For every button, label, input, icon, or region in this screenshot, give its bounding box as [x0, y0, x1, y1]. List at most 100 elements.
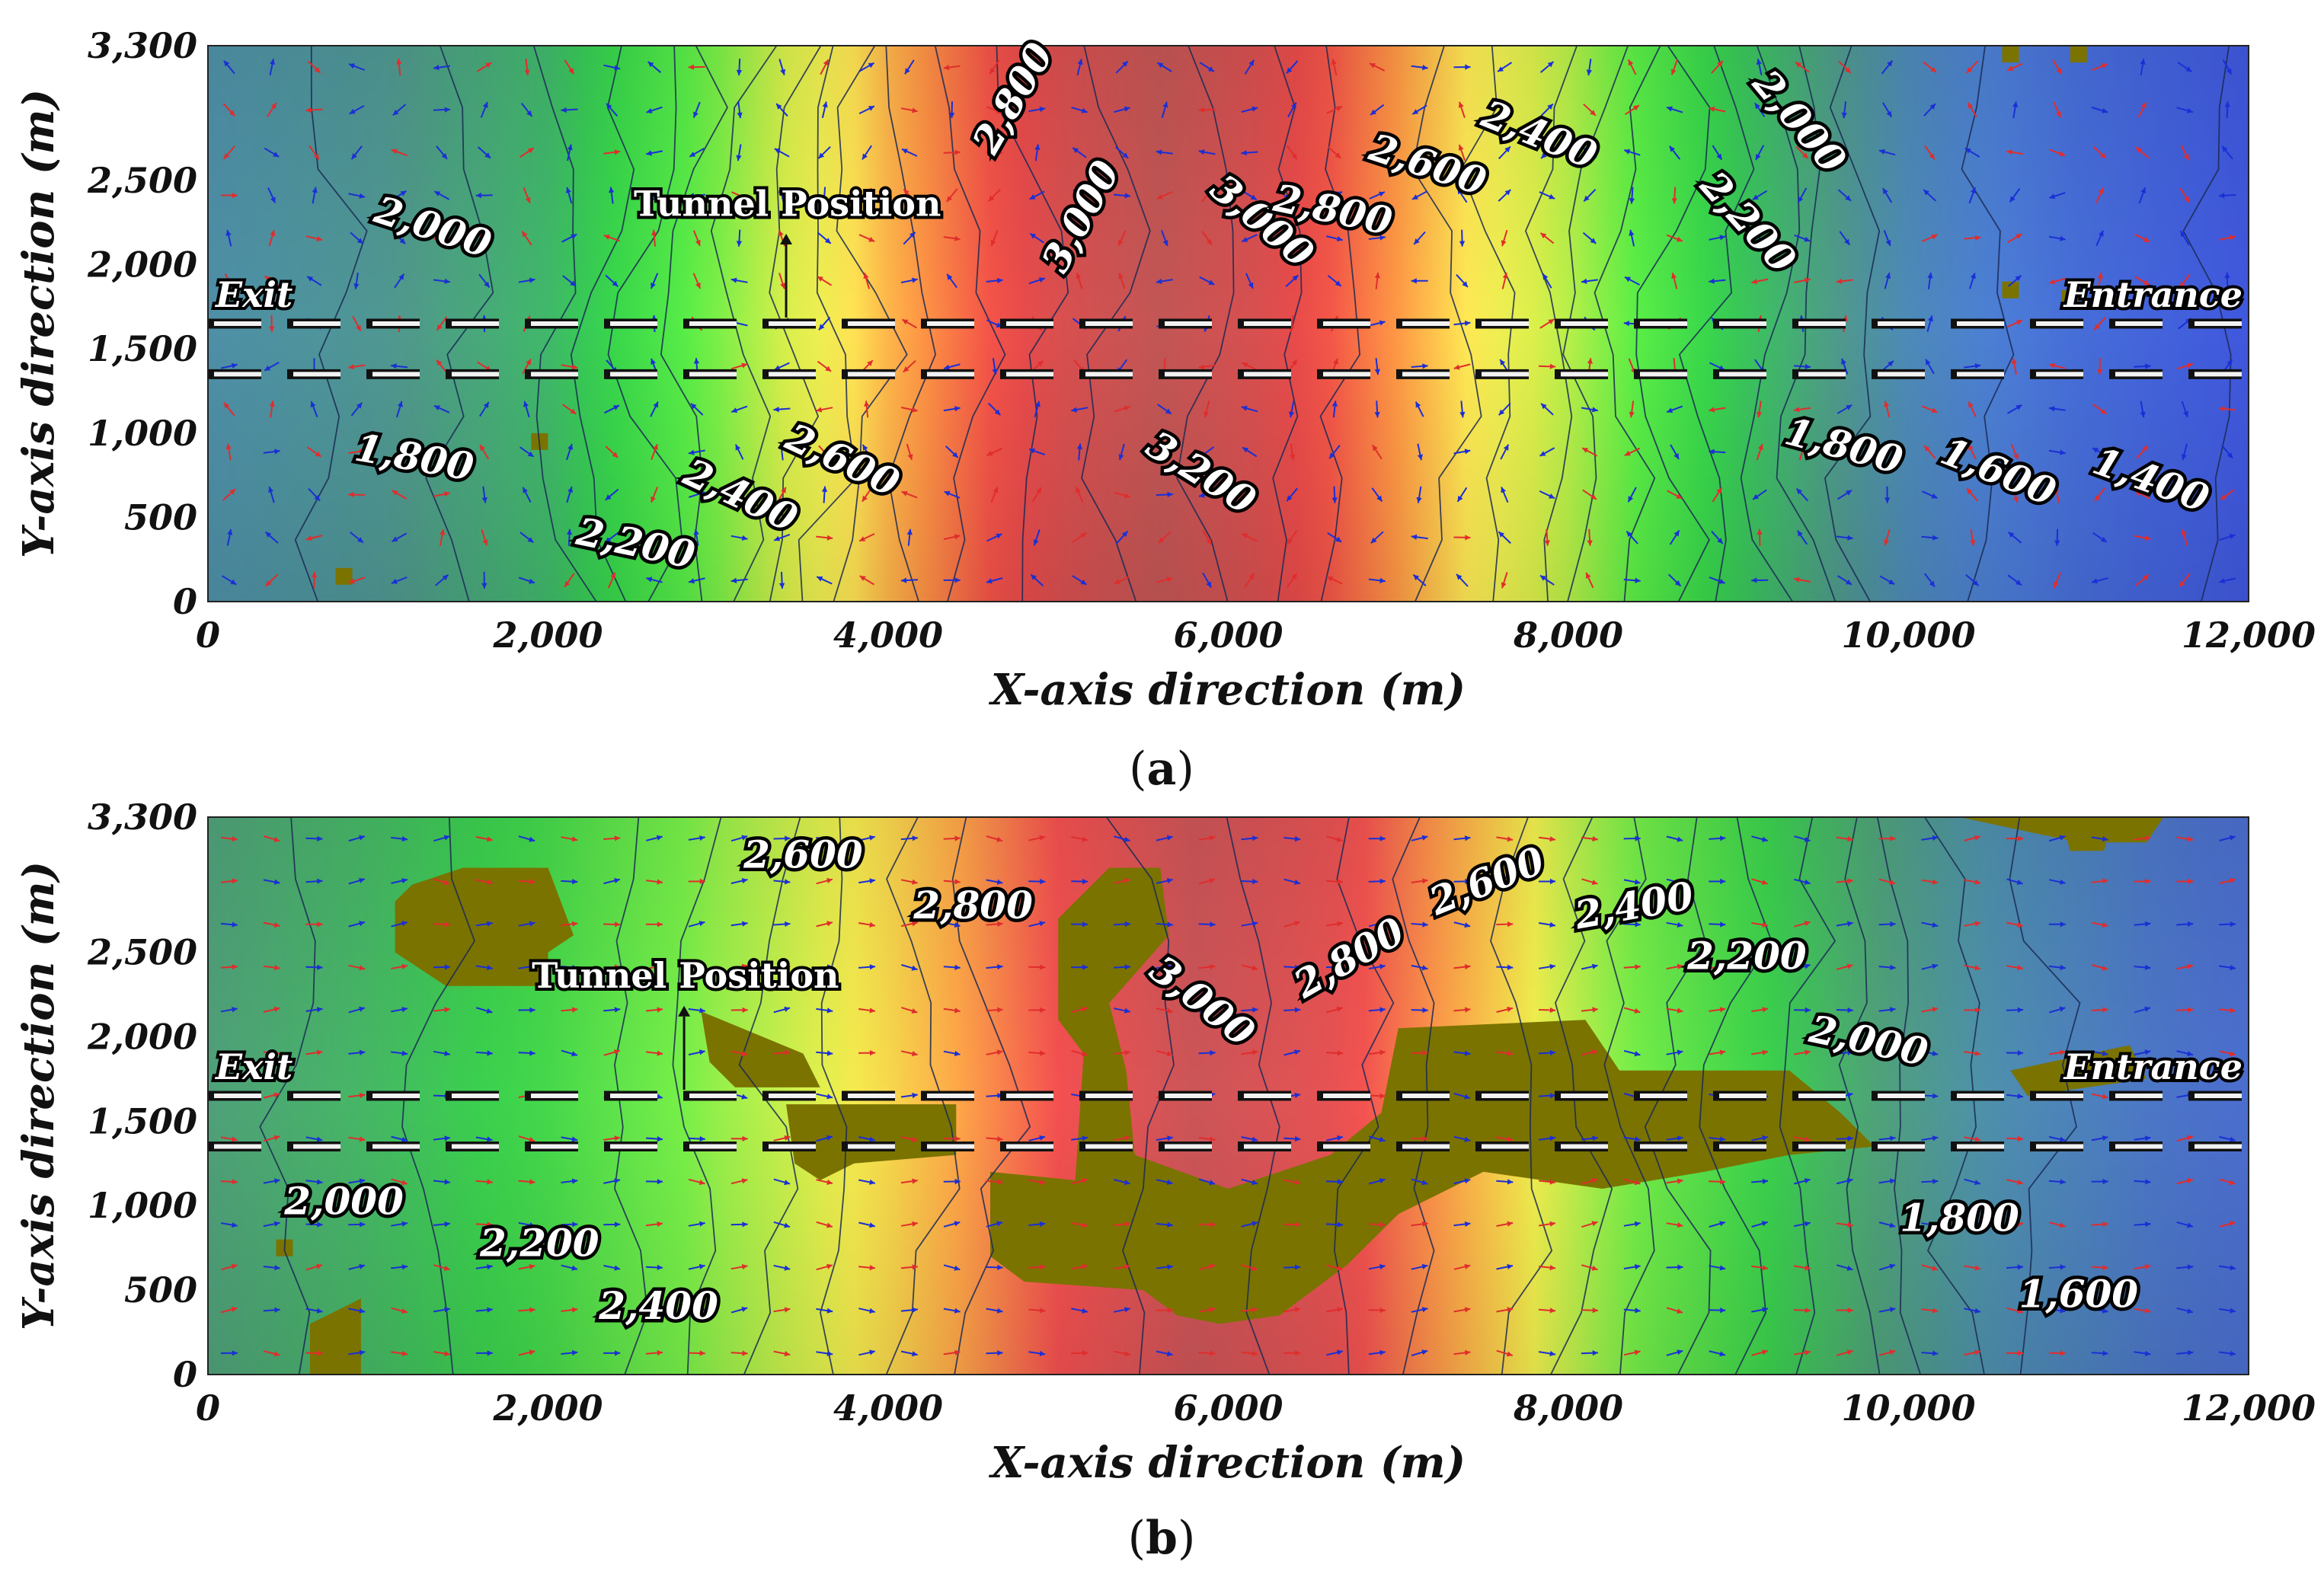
flow-vector — [1881, 59, 1894, 75]
contour-label: 1,600 — [2019, 1271, 2139, 1316]
flow-vector — [392, 104, 407, 117]
flow-vector — [903, 232, 916, 245]
flow-vector — [1709, 449, 1726, 455]
flow-vector — [2176, 921, 2194, 928]
flow-vector — [1368, 921, 1386, 928]
flow-vector — [1839, 231, 1851, 246]
flow-vector — [305, 835, 323, 841]
flow-vector — [2091, 836, 2108, 842]
flow-vector — [1368, 577, 1386, 583]
flow-vector — [1368, 1221, 1386, 1228]
flow-vector — [1496, 1050, 1514, 1056]
flow-vector — [1793, 1349, 1811, 1355]
contour-line — [1272, 46, 1303, 602]
flow-vector — [2176, 1221, 2194, 1228]
flow-vector — [2094, 487, 2106, 502]
flow-vector — [1878, 921, 1896, 928]
flow-vector — [1921, 1007, 1939, 1013]
y-tick-label: 2,000 — [87, 1016, 197, 1057]
flow-vector — [263, 1221, 280, 1228]
flow-vector — [1114, 491, 1130, 499]
flow-vector — [693, 528, 699, 546]
flow-vector — [392, 190, 408, 201]
flow-vector — [1794, 234, 1811, 242]
flow-vector — [1921, 1350, 1939, 1356]
flow-vector — [1756, 59, 1763, 76]
flow-vector — [901, 148, 918, 157]
flow-vector — [350, 532, 364, 544]
flow-vector — [1623, 921, 1641, 928]
flow-vector — [2006, 965, 2024, 971]
flow-vector — [433, 1135, 451, 1142]
contour-label: 2,200 — [1686, 934, 1807, 979]
flow-vector — [858, 1136, 876, 1142]
x-tick-label: 6,000 — [1173, 1387, 1283, 1429]
flow-vector — [2006, 1093, 2024, 1099]
flow-vector — [1586, 59, 1592, 76]
flow-vector — [986, 1350, 1003, 1356]
y-tick-label: 1,000 — [88, 1185, 197, 1226]
flow-vector — [2219, 1221, 2236, 1228]
flow-vector — [651, 443, 658, 461]
flow-vector — [1283, 1135, 1301, 1142]
flow-vector — [562, 275, 577, 287]
flow-vector — [778, 59, 786, 75]
flow-vector — [858, 1265, 876, 1271]
flow-vector — [2092, 63, 2108, 72]
flow-vector — [986, 1093, 1003, 1099]
flow-vector — [263, 1135, 280, 1142]
flow-vector — [1411, 104, 1427, 115]
flow-vector — [943, 1221, 961, 1228]
y-tick-label: 2,500 — [87, 932, 197, 973]
flow-vector — [603, 1265, 621, 1271]
contour-line — [259, 817, 316, 1375]
plot-frame-b — [207, 816, 2249, 1375]
flow-vector — [773, 1350, 791, 1357]
flow-vector — [263, 835, 280, 842]
contour-line — [1176, 46, 1235, 602]
flow-vector — [605, 274, 619, 288]
flow-vector — [2091, 1135, 2108, 1142]
flow-vector — [2180, 145, 2190, 161]
flow-vector — [1709, 1179, 1726, 1185]
flow-vector — [1921, 1264, 1939, 1271]
flow-vector — [1283, 1350, 1301, 1356]
flow-vector — [1028, 448, 1046, 456]
flow-vector — [1966, 487, 1979, 502]
flow-vector — [1581, 1135, 1598, 1142]
flow-vector — [1331, 401, 1338, 418]
flow-vector — [777, 487, 787, 503]
flow-vector — [1751, 577, 1769, 583]
flow-vector — [518, 277, 535, 283]
flow-vector — [858, 1007, 876, 1014]
flow-vector — [1453, 964, 1471, 970]
entrance-label: Entrance — [2062, 1046, 2242, 1087]
flow-vector — [816, 1093, 833, 1100]
flow-vector — [433, 235, 450, 241]
flow-vector — [1286, 145, 1298, 160]
flow-vector — [391, 1050, 408, 1056]
flow-vector — [1539, 1135, 1556, 1142]
flow-vector — [900, 1221, 918, 1227]
flow-vector — [1241, 106, 1258, 113]
flow-vector — [1286, 573, 1298, 588]
flow-vector — [1156, 1307, 1173, 1314]
flow-vector — [1623, 1049, 1641, 1057]
flow-vector — [943, 363, 961, 370]
flow-vector — [858, 964, 876, 970]
flow-vector — [1496, 1221, 1514, 1227]
flow-vector — [2092, 532, 2108, 543]
tunnel-position-label: Tunnel Position — [634, 183, 941, 224]
flow-vector — [986, 149, 1003, 155]
flow-vector — [2092, 146, 2107, 159]
flow-vector — [1836, 1221, 1853, 1228]
flow-vector — [646, 1007, 663, 1013]
flow-vector — [779, 571, 785, 589]
flow-vector — [392, 232, 406, 244]
flow-vector — [645, 921, 663, 928]
flow-vector — [944, 490, 961, 499]
flow-vector — [986, 1049, 1003, 1055]
flow-vector — [1198, 921, 1216, 928]
flow-vector — [433, 1179, 450, 1185]
